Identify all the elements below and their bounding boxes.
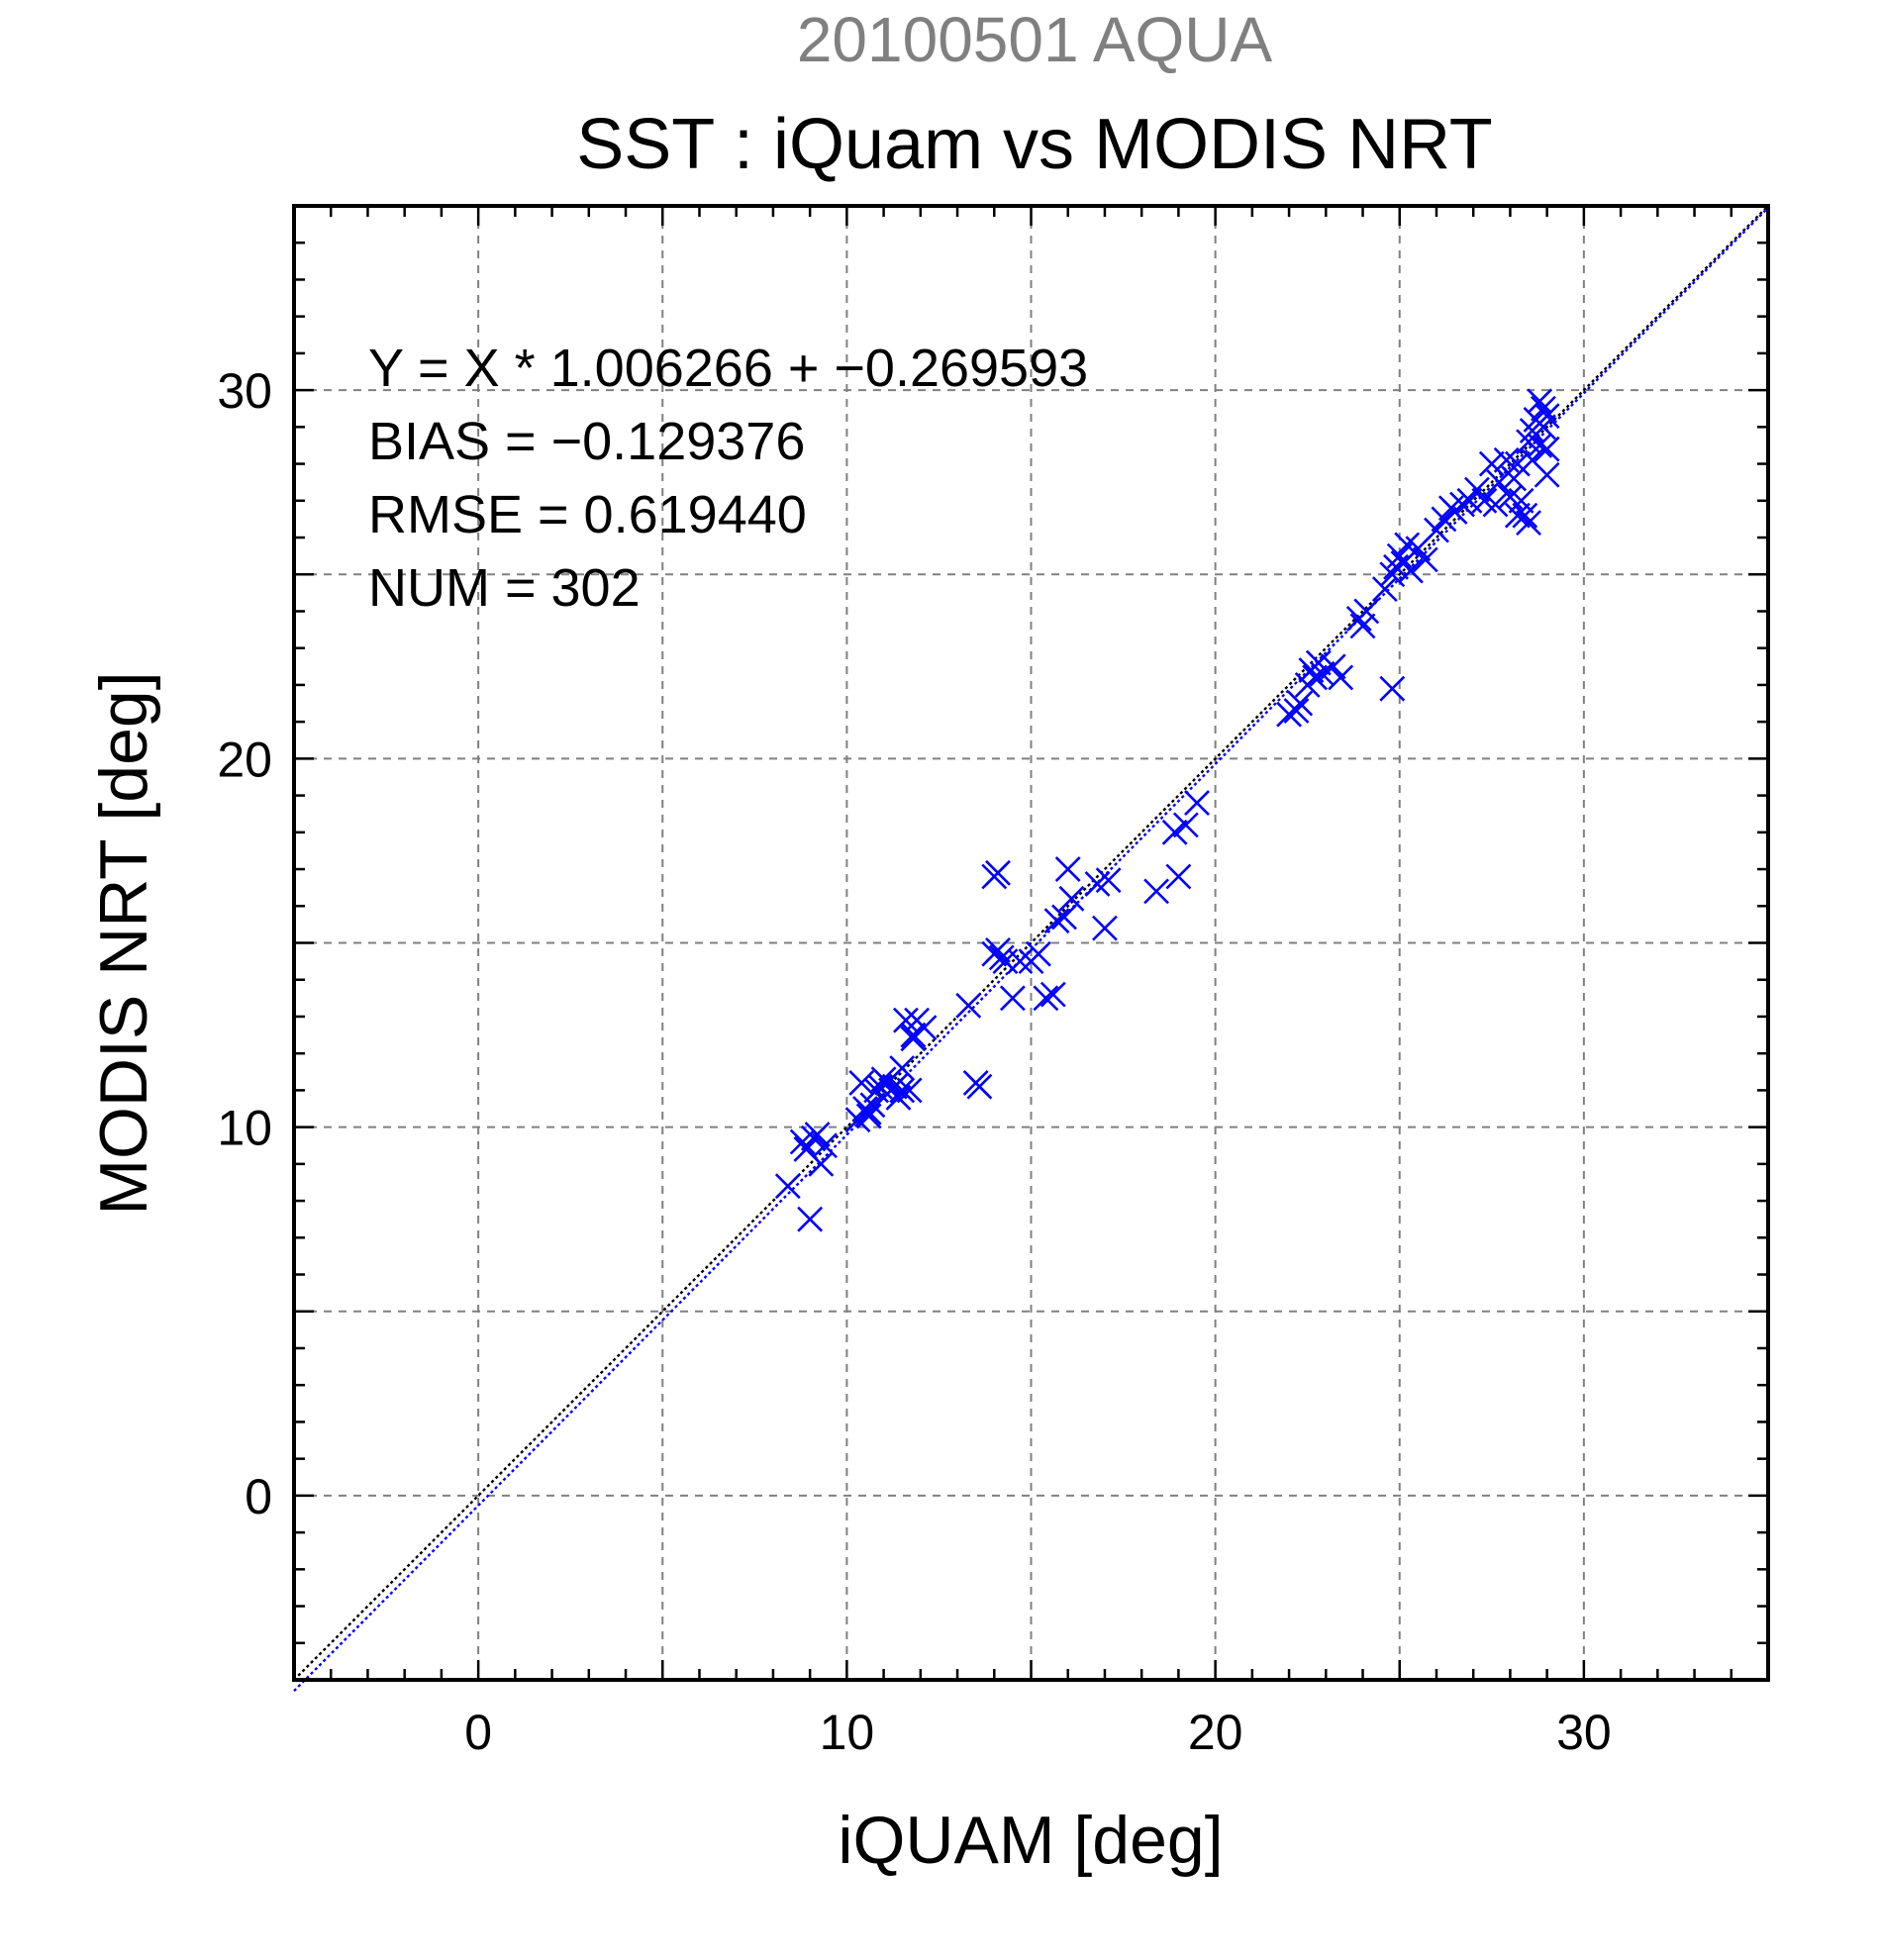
data-point bbox=[1287, 690, 1314, 717]
data-point bbox=[1165, 863, 1192, 890]
data-point bbox=[1371, 576, 1398, 603]
data-point bbox=[1534, 461, 1560, 488]
data-point bbox=[1283, 698, 1310, 724]
y-tick-label: 10 bbox=[217, 1101, 272, 1156]
data-point bbox=[1412, 546, 1438, 573]
data-point bbox=[1534, 403, 1560, 430]
data-point bbox=[1320, 653, 1346, 680]
data-point bbox=[855, 1099, 882, 1126]
data-point bbox=[804, 1122, 831, 1147]
plot-frame bbox=[292, 204, 1770, 1682]
data-points bbox=[774, 388, 1560, 1232]
data-point bbox=[1184, 790, 1210, 816]
data-point bbox=[1353, 598, 1380, 625]
rmse-value: RMSE = 0.619440 bbox=[368, 485, 807, 544]
data-point bbox=[774, 1173, 801, 1200]
data-point bbox=[1143, 878, 1169, 905]
data-point bbox=[1527, 388, 1553, 415]
data-point bbox=[1531, 395, 1556, 422]
data-point bbox=[896, 1077, 923, 1104]
data-point bbox=[1397, 557, 1424, 584]
data-point bbox=[1349, 613, 1376, 639]
data-point bbox=[985, 859, 1011, 886]
y-tick-label: 30 bbox=[217, 363, 272, 419]
x-tick-label: 0 bbox=[464, 1705, 492, 1760]
y-axis-label: MODIS NRT [deg] bbox=[86, 671, 161, 1215]
data-point bbox=[1095, 867, 1122, 894]
num-value: NUM = 302 bbox=[368, 558, 641, 618]
data-point bbox=[812, 1132, 838, 1159]
tick-labels: 0 10 20 30 0 10 20 30 bbox=[217, 363, 1611, 1760]
data-point bbox=[1058, 885, 1085, 912]
y-tick-label: 20 bbox=[217, 732, 272, 787]
y-tick-label: 0 bbox=[245, 1469, 272, 1524]
data-point bbox=[1504, 502, 1531, 529]
x-tick-label: 30 bbox=[1556, 1705, 1612, 1760]
data-point bbox=[1026, 940, 1051, 967]
bias-value: BIAS = −0.129376 bbox=[368, 412, 805, 471]
data-point bbox=[889, 1077, 916, 1104]
data-point bbox=[1051, 904, 1077, 931]
data-point bbox=[1464, 476, 1490, 503]
x-tick-label: 20 bbox=[1188, 1705, 1243, 1760]
data-point bbox=[885, 1084, 912, 1111]
data-point bbox=[889, 1055, 916, 1081]
data-point bbox=[1478, 450, 1505, 477]
data-point bbox=[1379, 675, 1406, 702]
data-point bbox=[859, 1092, 886, 1119]
x-tick-label: 10 bbox=[820, 1705, 875, 1760]
data-point bbox=[966, 1073, 993, 1100]
data-point bbox=[999, 985, 1026, 1012]
data-point bbox=[900, 1022, 927, 1048]
data-point bbox=[1007, 948, 1034, 975]
x-axis-label: iQUAM [deg] bbox=[838, 1803, 1223, 1878]
data-point bbox=[1172, 812, 1199, 838]
data-point bbox=[808, 1150, 835, 1177]
data-point bbox=[1161, 819, 1188, 845]
data-point bbox=[1386, 542, 1413, 569]
data-point bbox=[904, 1007, 931, 1033]
data-point bbox=[1431, 506, 1457, 533]
data-point bbox=[1043, 908, 1070, 934]
chart-title: SST : iQuam vs MODIS NRT bbox=[576, 105, 1493, 184]
data-point bbox=[893, 1007, 919, 1033]
regression-equation: Y = X * 1.006266 + −0.269593 bbox=[368, 339, 1088, 398]
data-point bbox=[1302, 664, 1329, 691]
data-point bbox=[1504, 450, 1531, 477]
stats-annotation: Y = X * 1.006266 + −0.269593 BIAS = −0.1… bbox=[368, 339, 1088, 618]
data-point bbox=[1534, 436, 1560, 462]
data-point bbox=[1482, 491, 1509, 518]
data-point bbox=[1054, 856, 1081, 882]
data-point bbox=[1512, 502, 1538, 529]
data-point bbox=[1516, 510, 1541, 537]
data-point bbox=[1328, 664, 1354, 691]
data-point bbox=[985, 937, 1011, 963]
data-point bbox=[1092, 915, 1118, 941]
data-point bbox=[1508, 487, 1534, 514]
data-point bbox=[797, 1206, 824, 1232]
data-point bbox=[1040, 981, 1066, 1008]
data-point bbox=[955, 992, 982, 1019]
data-point bbox=[1033, 985, 1059, 1012]
chart-supertitle: 20100501 AQUA bbox=[797, 4, 1273, 75]
